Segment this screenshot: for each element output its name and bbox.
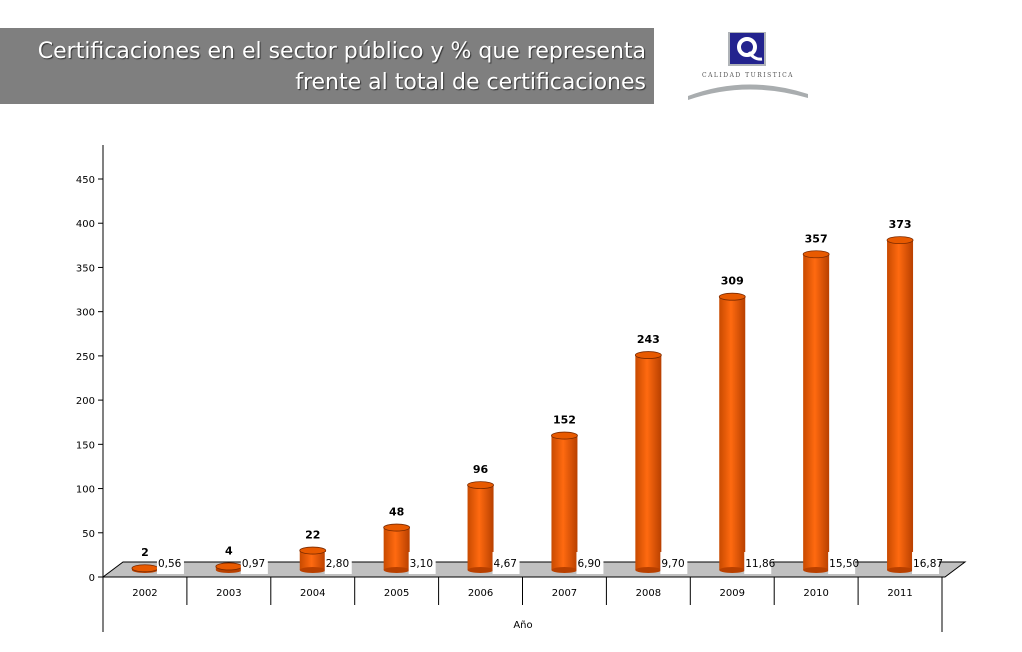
x-tick-label: 2008 — [636, 588, 661, 599]
percent-value-label: 0,56 — [158, 558, 182, 570]
percent-label-box — [324, 552, 352, 574]
title-banner: Certificaciones en el sector público y %… — [0, 28, 654, 104]
percent-label-box — [912, 552, 940, 574]
x-tick-label: 2007 — [552, 588, 577, 599]
percent-value-label: 6,90 — [577, 558, 600, 570]
bar-certificaciones — [719, 296, 746, 570]
bar-certificaciones — [299, 550, 326, 570]
y-tick-label: 450 — [76, 175, 95, 186]
x-tick-label: 2003 — [216, 588, 241, 599]
bar-value-label: 357 — [805, 232, 828, 245]
bar-value-label: 4 — [225, 544, 233, 557]
bar-certificaciones — [803, 254, 830, 570]
bar-base — [299, 567, 326, 573]
svg-text:CALIDAD TURISTICA: CALIDAD TURISTICA — [702, 72, 794, 79]
percent-value-label: 9,70 — [661, 558, 684, 570]
y-tick-label: 200 — [76, 396, 95, 407]
y-tick-label: 400 — [76, 219, 95, 230]
y-tick-label: 50 — [82, 529, 95, 540]
percent-value-label: 0,97 — [242, 558, 265, 570]
percent-value-label: 11,86 — [745, 558, 775, 570]
percent-label-box — [156, 552, 184, 574]
x-tick-label: 2002 — [132, 588, 157, 599]
bar-top — [299, 546, 327, 555]
x-tick-label: 2011 — [887, 588, 912, 599]
y-tick-label: 0 — [89, 573, 95, 584]
percent-label-box — [408, 552, 436, 574]
bar-value-label: 373 — [889, 218, 912, 231]
bar-base — [719, 567, 746, 573]
bar-top — [383, 523, 411, 532]
bar-certificaciones — [383, 527, 410, 570]
percent-label-box — [744, 552, 772, 574]
bar-base — [887, 567, 914, 573]
x-tick-label: 2010 — [803, 588, 828, 599]
percent-label-box — [240, 552, 268, 574]
bar-base — [635, 567, 662, 573]
bar-value-label: 22 — [305, 529, 320, 542]
bar-top — [551, 431, 578, 440]
bar-top — [215, 562, 243, 571]
title-line-2: frente al total de certificaciones — [295, 70, 646, 95]
page-title: Certificaciones en el sector público y %… — [38, 36, 646, 98]
bar-base — [803, 567, 830, 573]
y-tick-label: 300 — [76, 308, 95, 319]
bar-top — [634, 351, 662, 359]
percent-label-box — [660, 552, 688, 574]
title-line-1: Certificaciones en el sector público y %… — [37, 39, 646, 64]
x-tick-label: 2009 — [720, 588, 745, 599]
bar-certificaciones — [551, 435, 578, 570]
bar-value-label: 152 — [553, 414, 576, 427]
y-tick-label: 350 — [76, 263, 95, 274]
bar-base — [551, 567, 578, 573]
x-axis-title: Año — [513, 620, 532, 631]
x-tick-label: 2006 — [468, 588, 493, 599]
bar-value-label: 96 — [473, 463, 489, 476]
bar-base — [467, 567, 494, 573]
y-tick-label: 100 — [76, 485, 95, 496]
percent-value-label: 16,87 — [913, 558, 943, 570]
percent-value-label: 4,67 — [494, 558, 517, 570]
bar-certificaciones — [887, 240, 914, 570]
bar-top — [718, 292, 746, 301]
bar-top — [467, 481, 494, 489]
bar-certificaciones — [635, 355, 662, 570]
bar-top — [131, 564, 159, 573]
bar-value-label: 48 — [389, 506, 404, 519]
bar-base — [383, 567, 410, 573]
x-tick-label: 2005 — [384, 588, 409, 599]
percent-value-label: 15,50 — [829, 558, 859, 570]
calidad-turistica-logo: CALIDAD TURISTICA — [688, 32, 808, 100]
bar-value-label: 2 — [141, 546, 149, 559]
bar-value-label: 243 — [637, 333, 660, 346]
percent-value-label: 2,80 — [326, 558, 349, 570]
bar-top — [802, 250, 830, 259]
percent-label-box — [492, 552, 520, 574]
bar-top — [886, 236, 914, 245]
x-tick-label: 2004 — [300, 588, 325, 599]
percent-value-label: 3,10 — [410, 558, 433, 570]
y-tick-label: 250 — [76, 352, 95, 363]
bar-certificaciones — [467, 485, 494, 570]
y-tick-label: 150 — [76, 440, 95, 451]
percent-label-box — [828, 552, 856, 574]
bar-value-label: 309 — [721, 275, 744, 288]
percent-label-box — [576, 552, 604, 574]
